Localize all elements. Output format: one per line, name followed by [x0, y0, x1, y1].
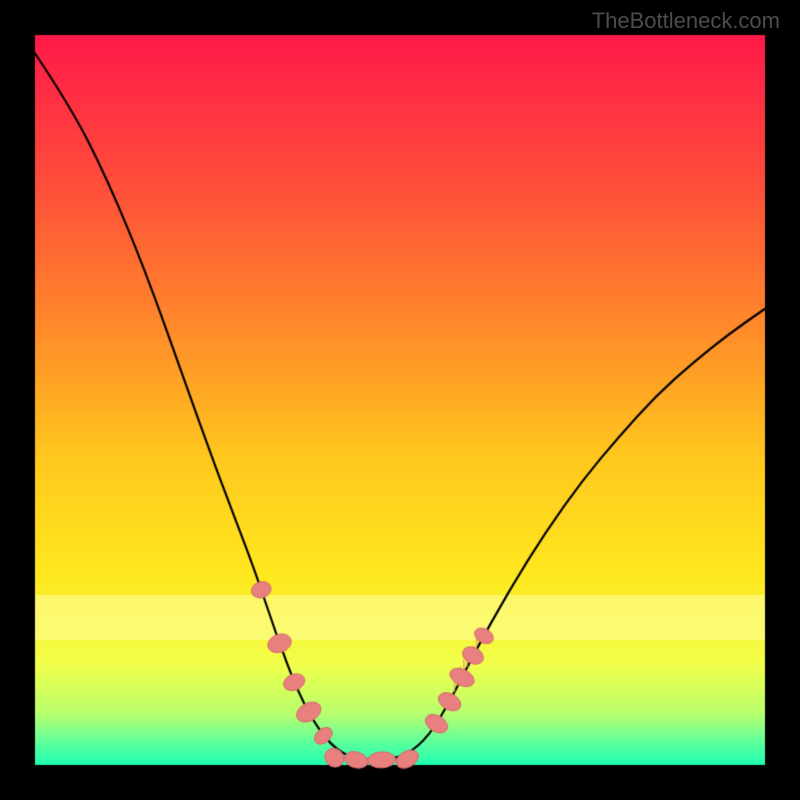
- watermark-text: TheBottleneck.com: [592, 8, 780, 34]
- chart-stage: TheBottleneck.com: [0, 0, 800, 800]
- bottleneck-v-chart: [0, 0, 800, 800]
